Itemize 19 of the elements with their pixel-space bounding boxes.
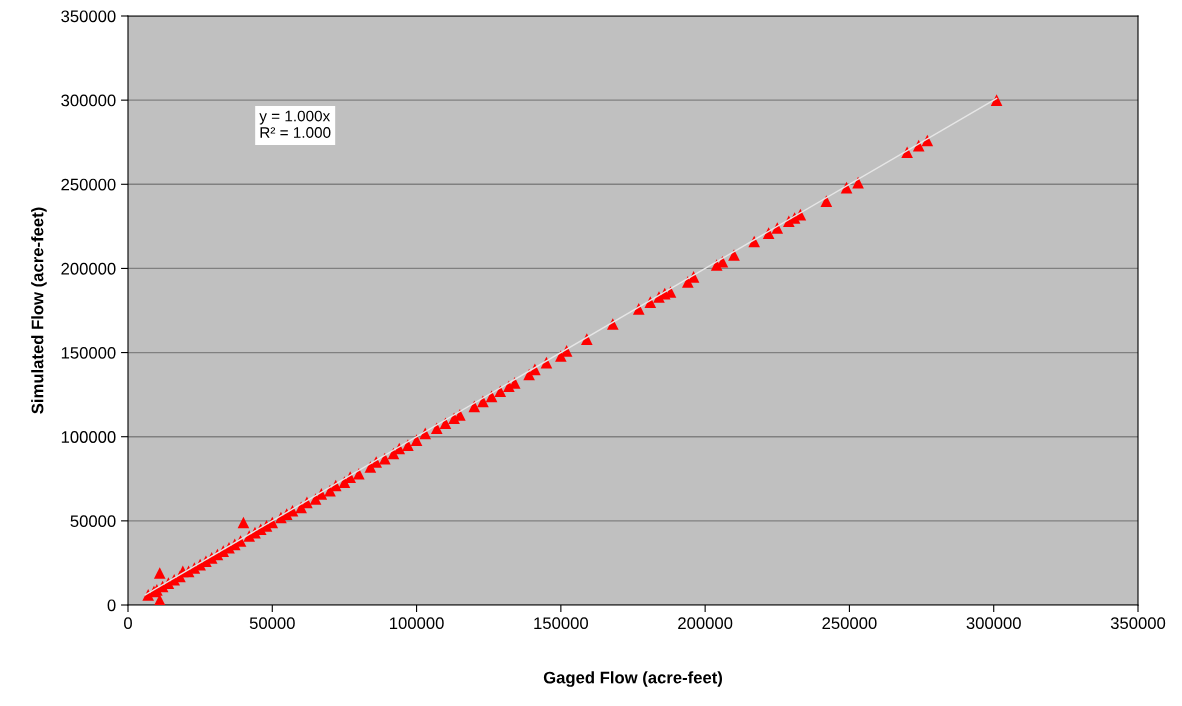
y-tick-label: 50000 [70,515,116,528]
y-tick-label: 300000 [61,94,116,107]
y-tick-label: 250000 [61,178,116,191]
y-tick-label: 0 [107,599,116,612]
x-tick-label: 350000 [1110,617,1166,630]
x-tick-label: 100000 [390,617,444,630]
y-tick-label: 200000 [61,262,116,275]
y-axis-title: Simulated Flow (acre-feet) [31,207,47,414]
y-tick-label: 100000 [61,431,116,443]
annotation: y = 1.000x R² = 1.000 [259,110,331,138]
x-tick-label: 200000 [678,617,733,630]
x-tick-label: 250000 [822,617,877,630]
x-tick-label: 0 [124,617,132,630]
x-tick-label: 50000 [249,617,295,630]
x-tick-label: 300000 [966,617,1021,630]
y-tick-label: 150000 [61,346,116,359]
x-tick-label: 150000 [534,617,589,630]
x-axis-title: Gaged Flow (acre-feet) [543,671,723,687]
y-tick-label: 350000 [61,10,116,23]
